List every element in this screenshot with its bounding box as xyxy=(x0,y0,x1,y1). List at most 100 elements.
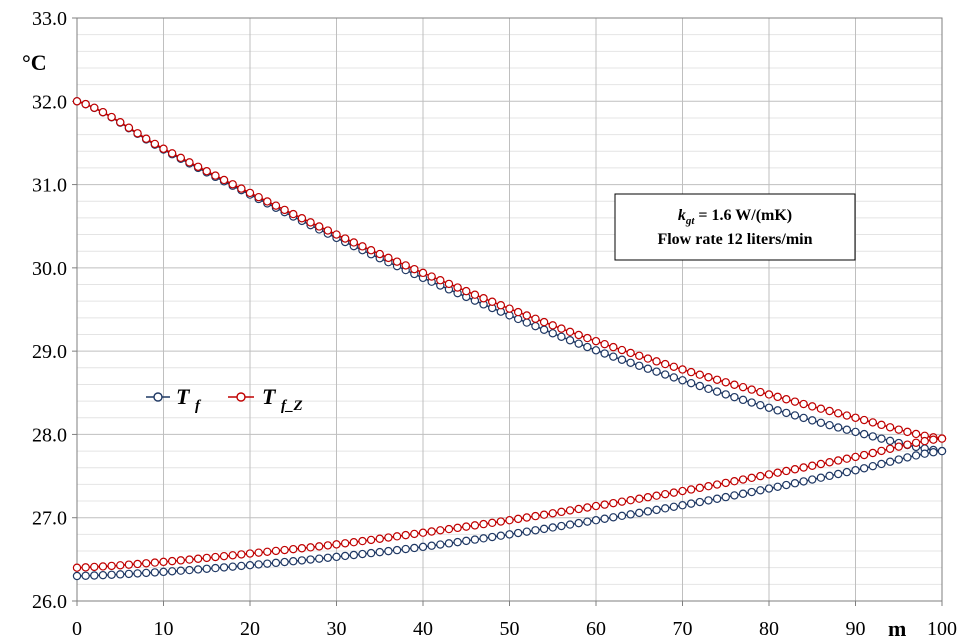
data-point xyxy=(254,560,263,569)
data-point xyxy=(297,544,307,553)
data-point xyxy=(219,551,229,561)
data-point xyxy=(842,425,852,434)
data-point xyxy=(289,544,298,554)
data-point xyxy=(799,399,808,409)
data-point xyxy=(366,535,376,545)
data-point xyxy=(669,488,679,497)
data-point xyxy=(730,477,739,486)
data-point xyxy=(323,553,333,562)
data-point xyxy=(107,561,116,571)
data-point xyxy=(531,526,540,535)
data-point xyxy=(764,403,774,412)
data-point xyxy=(859,464,869,473)
svg-text:kgt = 1.6 W/(mK): kgt = 1.6 W/(mK) xyxy=(678,207,792,227)
data-point xyxy=(834,469,843,479)
data-point xyxy=(808,416,817,425)
data-point xyxy=(600,339,609,349)
data-point xyxy=(678,486,687,496)
data-point xyxy=(245,549,255,558)
data-point xyxy=(591,501,601,511)
data-point xyxy=(920,449,929,458)
x-unit-label: m xyxy=(888,616,906,641)
data-point xyxy=(375,547,384,557)
data-point xyxy=(81,563,90,572)
data-point xyxy=(185,555,194,564)
data-point xyxy=(782,466,791,476)
data-point xyxy=(877,420,886,430)
data-point xyxy=(704,482,713,491)
data-point xyxy=(479,294,488,303)
data-point xyxy=(280,205,289,215)
data-point xyxy=(695,497,705,507)
legend-label-t-f-z-main: T xyxy=(262,384,277,409)
data-point xyxy=(609,513,618,522)
data-point xyxy=(124,569,134,579)
data-point xyxy=(306,555,315,564)
data-point xyxy=(885,423,895,432)
data-point xyxy=(652,357,661,366)
y-tick-label: 30.0 xyxy=(32,258,67,280)
data-point xyxy=(349,538,358,547)
data-point xyxy=(116,561,125,570)
data-point xyxy=(764,390,774,399)
svg-text:T f_Z: T f_Z xyxy=(262,384,303,414)
annotation-k-subscript: gt xyxy=(685,215,696,227)
y-tick-label: 32.0 xyxy=(32,91,67,113)
data-point xyxy=(903,453,912,462)
data-point xyxy=(782,408,791,418)
x-tick-label: 60 xyxy=(586,618,606,640)
data-point xyxy=(72,97,82,106)
data-point xyxy=(263,559,272,568)
data-point xyxy=(565,520,575,529)
data-point xyxy=(315,542,324,551)
data-point xyxy=(686,367,696,377)
data-point xyxy=(790,479,800,488)
data-point xyxy=(868,432,878,441)
data-point xyxy=(496,531,506,540)
data-point xyxy=(851,427,860,437)
data-point xyxy=(323,541,333,550)
data-point xyxy=(868,461,878,471)
data-point xyxy=(505,304,514,313)
y-tick-label: 29.0 xyxy=(32,341,67,363)
data-point xyxy=(159,144,168,153)
data-point xyxy=(669,362,679,371)
data-point xyxy=(297,556,307,565)
axes xyxy=(72,17,943,606)
x-tick-label: 70 xyxy=(673,618,693,640)
data-point xyxy=(237,561,246,571)
data-point xyxy=(678,376,687,385)
data-point xyxy=(289,557,298,566)
data-point xyxy=(583,342,592,352)
y-tick-label: 31.0 xyxy=(32,175,67,197)
data-point xyxy=(436,526,445,535)
data-point xyxy=(747,487,756,497)
data-point xyxy=(176,566,185,575)
data-point xyxy=(297,214,307,223)
data-point xyxy=(513,528,523,538)
annotation-k-value: = 1.6 W/(mK) xyxy=(694,207,792,224)
data-point xyxy=(150,139,160,149)
data-point xyxy=(375,534,384,543)
data-point xyxy=(453,537,462,547)
data-point xyxy=(773,482,782,491)
data-point xyxy=(531,511,540,521)
data-point xyxy=(764,470,774,479)
data-point xyxy=(90,562,99,572)
y-tick-label: 27.0 xyxy=(32,508,67,530)
data-point xyxy=(513,307,523,317)
data-point xyxy=(626,348,635,358)
data-point xyxy=(254,192,263,202)
data-point xyxy=(583,503,592,512)
data-point xyxy=(513,514,523,524)
data-point xyxy=(877,434,886,443)
data-point xyxy=(695,381,705,391)
data-point xyxy=(384,546,393,556)
data-point xyxy=(141,559,151,568)
data-point xyxy=(635,351,644,360)
data-point xyxy=(548,523,557,532)
data-point xyxy=(834,456,843,465)
data-point xyxy=(228,562,237,571)
data-point xyxy=(228,180,237,189)
data-point xyxy=(185,158,194,167)
